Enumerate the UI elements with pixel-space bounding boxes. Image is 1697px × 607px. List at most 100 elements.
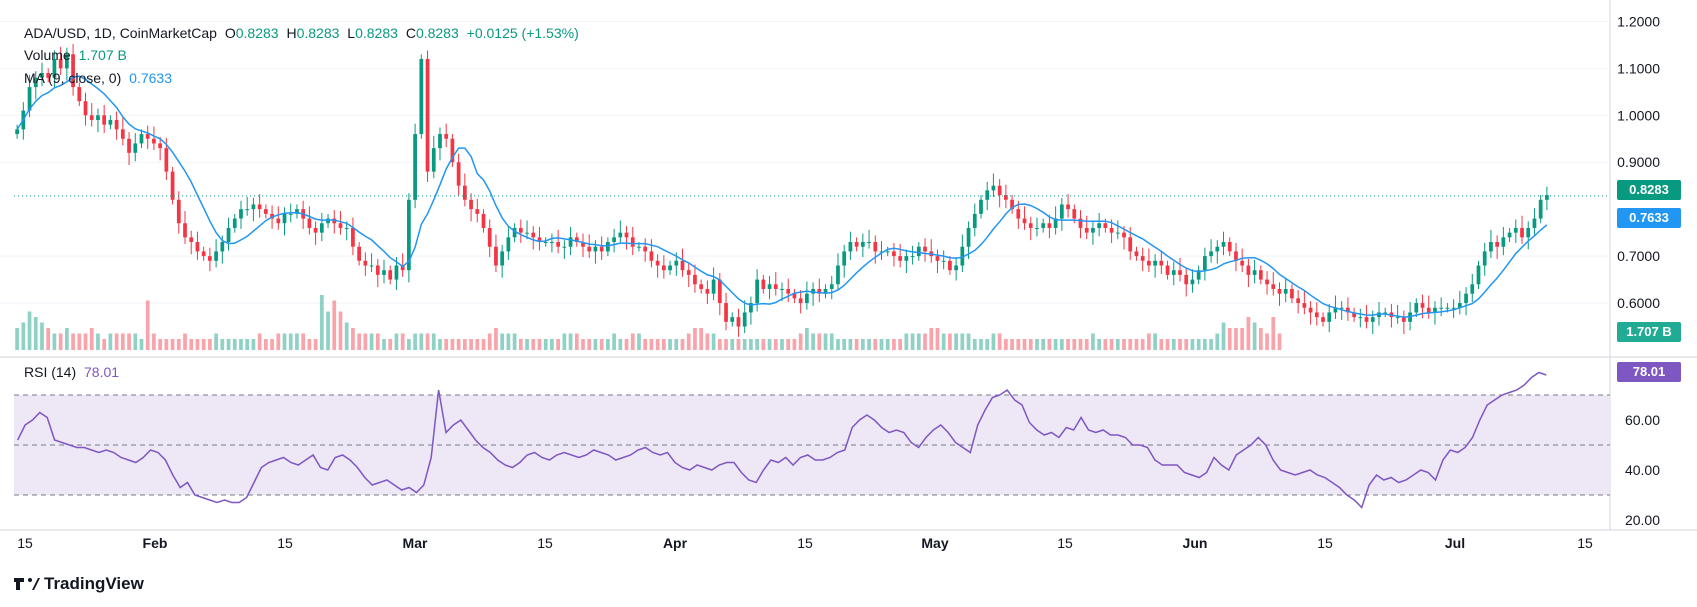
volume-bar xyxy=(1221,322,1226,350)
volume-bar xyxy=(1171,339,1176,350)
candle-body xyxy=(145,134,150,139)
candle-body xyxy=(1433,307,1437,313)
legend-close: 0.8283 xyxy=(415,25,459,41)
candle-body xyxy=(1041,223,1046,228)
legend-close-label: C xyxy=(405,25,416,41)
volume-bar xyxy=(164,339,169,350)
volume-bar xyxy=(997,333,1002,350)
volume-bar xyxy=(1258,328,1263,350)
candle-body xyxy=(351,227,355,247)
candle-body xyxy=(892,251,896,257)
volume-bar xyxy=(643,339,648,350)
time-tick-label: Mar xyxy=(403,535,428,551)
volume-bar xyxy=(979,339,983,350)
volume-bar xyxy=(966,333,971,350)
candle-body xyxy=(201,251,206,257)
candle-body xyxy=(1489,242,1493,252)
candle-body xyxy=(860,242,865,247)
candle-body xyxy=(1109,227,1114,233)
volume-bar xyxy=(263,339,268,350)
candle-body xyxy=(158,143,163,149)
price-tick-label: 0.6000 xyxy=(1617,295,1660,311)
candle-body xyxy=(742,312,747,327)
volume-bar xyxy=(705,333,710,350)
candle-body xyxy=(263,209,268,214)
candle-body xyxy=(550,242,554,244)
volume-bar xyxy=(1084,339,1089,350)
volume-bar xyxy=(1165,339,1170,350)
candle-body xyxy=(997,185,1002,196)
volume-bar xyxy=(307,339,312,350)
candle-body xyxy=(786,288,791,294)
candle-body xyxy=(1122,232,1126,238)
volume-bar xyxy=(21,322,26,350)
candle-body xyxy=(338,223,343,228)
candle-body xyxy=(1526,227,1531,238)
candle-body xyxy=(1482,251,1487,266)
price-tick-label: 1.1000 xyxy=(1617,60,1660,76)
volume-bar xyxy=(1022,339,1027,350)
candle-body xyxy=(960,246,965,266)
candle-body xyxy=(1271,284,1276,289)
candle-body xyxy=(500,251,505,266)
candle-body xyxy=(89,115,94,120)
volume-bar xyxy=(742,339,747,350)
volume-bar xyxy=(245,339,250,350)
candle-body xyxy=(475,209,480,214)
legend-high: 0.8283 xyxy=(296,25,340,41)
candle-body xyxy=(295,209,299,214)
rsi-line xyxy=(17,371,1547,509)
candle-body xyxy=(1538,199,1543,219)
volume-bar xyxy=(1203,339,1207,350)
volume-bar xyxy=(612,333,616,350)
volume-bar xyxy=(655,339,660,350)
candle-body xyxy=(1165,265,1170,275)
volume-bar xyxy=(693,328,697,350)
candle-body xyxy=(1053,218,1058,228)
volume-bar xyxy=(848,339,853,350)
volume-bar xyxy=(120,333,125,350)
candle-body xyxy=(52,58,57,78)
candle-body xyxy=(537,237,542,243)
candle-body xyxy=(1147,260,1151,266)
volume-bar xyxy=(1277,333,1282,350)
volume-bar xyxy=(133,333,138,350)
volume-bar xyxy=(214,333,218,350)
candle-body xyxy=(724,303,728,322)
time-tick-label: Feb xyxy=(143,535,168,551)
candle-body xyxy=(1004,195,1008,200)
rsi-tick-label: 20.00 xyxy=(1625,512,1660,528)
volume-bar xyxy=(624,339,629,350)
candle-body xyxy=(257,204,262,210)
volume-bar xyxy=(1240,328,1245,350)
volume-bar xyxy=(767,339,772,350)
candle-body xyxy=(1140,256,1145,261)
candle-body xyxy=(487,227,492,247)
volume-bar xyxy=(1047,339,1052,350)
candle-body xyxy=(817,288,822,294)
volume-bar xyxy=(232,339,237,350)
volume-label: 1.707 B xyxy=(1617,322,1681,342)
volume-bar xyxy=(1078,339,1083,350)
time-tick-label: 15 xyxy=(1317,535,1333,551)
candle-body xyxy=(1153,260,1157,266)
volume-bar xyxy=(581,339,585,350)
candle-body xyxy=(288,213,293,215)
candle-body xyxy=(481,213,486,228)
legend-volume: Volume 1.707 B xyxy=(24,47,131,63)
price-tick-label: 1.2000 xyxy=(1617,13,1660,29)
candle-body xyxy=(1290,288,1294,299)
candle-body xyxy=(780,288,784,290)
candle-body xyxy=(1470,284,1475,294)
volume-bar xyxy=(394,333,399,350)
time-tick-label: 15 xyxy=(277,535,293,551)
price-tick-label: 1.0000 xyxy=(1617,107,1660,123)
volume-bar xyxy=(562,333,567,350)
volume-bar xyxy=(637,333,641,350)
candle-body xyxy=(531,232,536,238)
candle-body xyxy=(749,303,753,313)
rsi-tick-label: 40.00 xyxy=(1625,462,1660,478)
volume-bar xyxy=(537,339,542,350)
volume-bar xyxy=(755,339,759,350)
